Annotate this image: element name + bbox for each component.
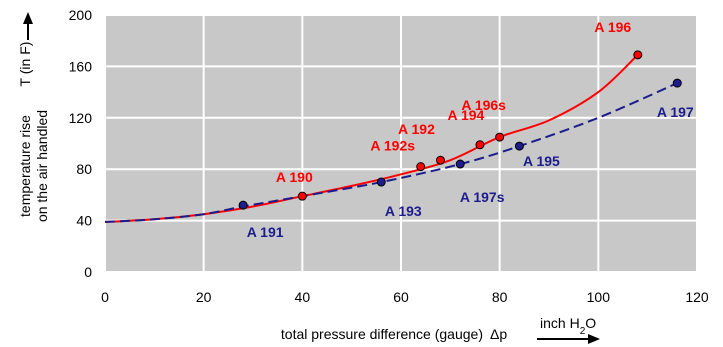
data-point (514, 141, 524, 151)
series-lines (104, 54, 678, 223)
x-tick-label: 20 (196, 289, 212, 305)
x-tick-label: 120 (685, 289, 709, 305)
data-point (435, 155, 445, 165)
data-point (672, 78, 682, 88)
y-tick-label: 80 (76, 161, 92, 177)
x-axis-unit: inch H2O (540, 315, 596, 337)
data-point (633, 50, 643, 60)
y-axis-arrow-head (23, 12, 33, 24)
data-point (297, 191, 307, 201)
y-axis-title-line1: temperature rise (17, 115, 33, 217)
y-tick-label: 200 (69, 7, 93, 23)
data-label: A 191 (247, 224, 284, 240)
data-point (376, 177, 386, 187)
data-point (416, 162, 426, 172)
x-axis-title: total pressure difference (gauge) (281, 326, 483, 342)
data-point (238, 200, 248, 210)
x-tick-label: 80 (492, 289, 508, 305)
series-line-1 (104, 82, 678, 223)
data-label: A 196 (594, 19, 631, 35)
x-axis-symbol: Δp (490, 326, 507, 342)
data-label: A 192s (370, 138, 415, 154)
y-tick-label: 40 (76, 213, 92, 229)
data-label: A 197 (657, 104, 694, 120)
data-points (238, 50, 682, 210)
data-label: A 194 (448, 107, 485, 123)
data-label: A 190 (276, 169, 313, 185)
data-label: A 197s (460, 189, 505, 205)
data-point (455, 159, 465, 169)
x-tick-label: 40 (295, 289, 311, 305)
data-label: A 193 (385, 203, 422, 219)
x-tick-label: 60 (393, 289, 409, 305)
grid (104, 14, 698, 273)
y-tick-label: 120 (69, 110, 93, 126)
y-axis-unit: T (in F) (17, 42, 33, 87)
x-tick-label: 0 (101, 289, 109, 305)
data-label: A 195 (523, 153, 560, 169)
y-tick-label: 0 (84, 264, 92, 280)
y-axis-title-line2: on the air handled (34, 110, 50, 222)
data-label: A 192 (398, 121, 435, 137)
tick-labels: 0 20 40 60 80 100 120 0 40 80 120 160 200 (69, 7, 709, 305)
data-point (495, 132, 505, 142)
x-tick-label: 100 (587, 289, 611, 305)
y-tick-label: 160 (69, 58, 93, 74)
data-point (475, 140, 485, 150)
x-axis-arrow-head (588, 334, 600, 344)
data-label: A 196s (461, 97, 506, 113)
